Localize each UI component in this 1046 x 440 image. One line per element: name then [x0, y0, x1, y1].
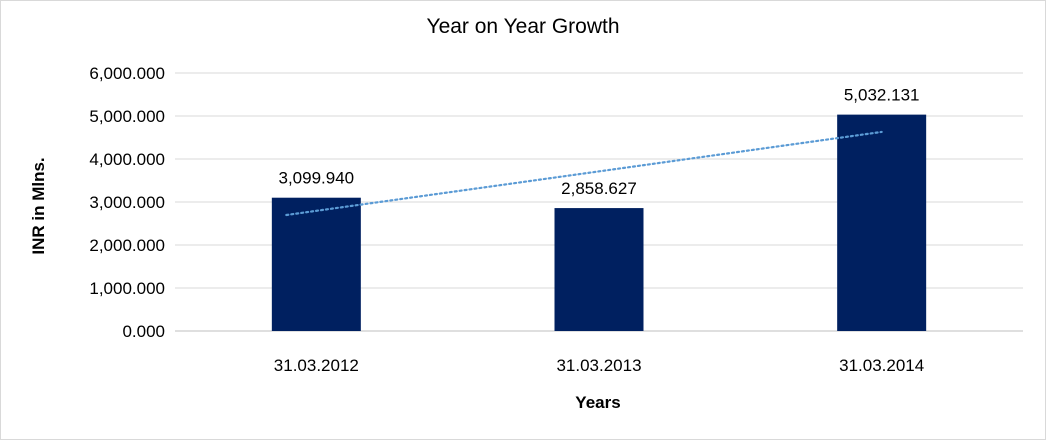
y-tick-label: 4,000.000: [89, 150, 165, 169]
trendline: [285, 130, 883, 217]
x-tick-label: 31.03.2013: [556, 356, 641, 375]
y-tick-label: 0.000: [122, 322, 165, 341]
x-axis-label: Years: [575, 393, 621, 412]
bar: [271, 197, 361, 331]
chart-title: Year on Year Growth: [426, 15, 620, 38]
y-tick-label: 5,000.000: [89, 107, 165, 126]
data-label: 3,099.940: [279, 169, 355, 188]
bar: [837, 114, 927, 331]
bar: [554, 208, 644, 331]
x-tick-label: 31.03.2014: [839, 356, 924, 375]
y-tick-label: 1,000.000: [89, 279, 165, 298]
y-tick-label: 6,000.000: [89, 64, 165, 83]
y-tick-label: 2,000.000: [89, 236, 165, 255]
data-label: 2,858.627: [561, 179, 637, 198]
y-tick-label: 3,000.000: [89, 193, 165, 212]
x-tick-label: 31.03.2012: [274, 356, 359, 375]
data-label: 5,032.131: [844, 86, 920, 105]
